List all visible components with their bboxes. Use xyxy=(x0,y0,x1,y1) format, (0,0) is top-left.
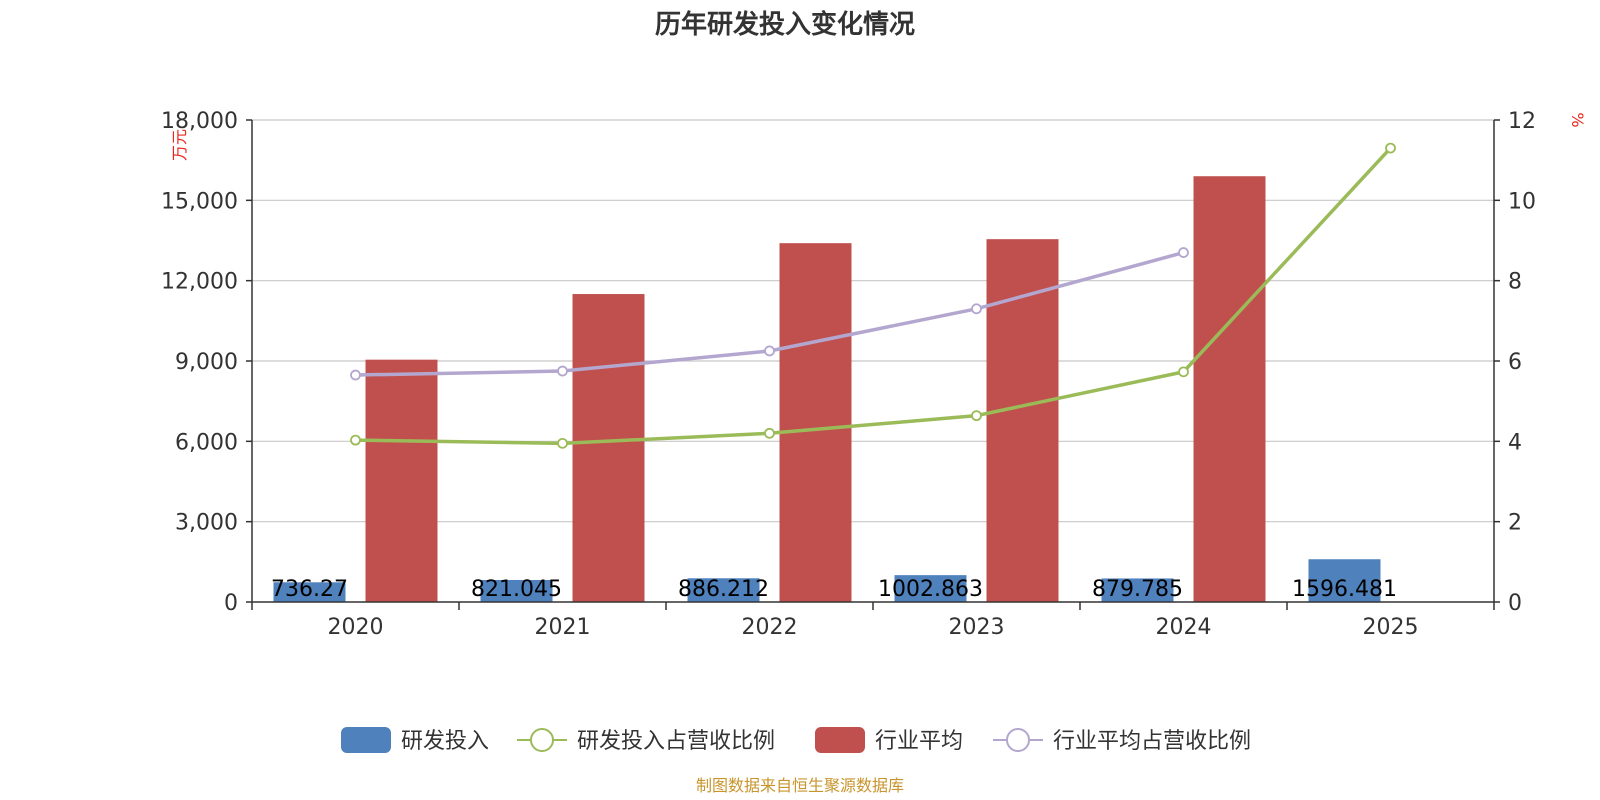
right-axis-tick-label: 0 xyxy=(1508,591,1522,616)
legend-label: 行业平均占营收比例 xyxy=(1053,729,1251,754)
x-axis-tick-label: 2021 xyxy=(535,615,591,640)
right-axis-tick-label: 6 xyxy=(1508,350,1522,375)
right-axis-tick-label: 8 xyxy=(1508,270,1522,295)
bar-data-label: 821.045 xyxy=(471,577,562,602)
bars xyxy=(274,176,1381,602)
line-point xyxy=(765,346,774,355)
bar-data-label: 886.212 xyxy=(678,577,769,602)
legend-swatch-marker xyxy=(1007,729,1029,751)
left-axis-tick-label: 3,000 xyxy=(175,511,238,536)
source-note: 制图数据来自恒生聚源数据库 xyxy=(696,776,904,795)
line-point xyxy=(972,304,981,313)
bar-data-label: 879.785 xyxy=(1092,577,1183,602)
x-axis-tick-label: 2025 xyxy=(1363,615,1419,640)
line-point xyxy=(972,411,981,420)
x-axis-tick-label: 2023 xyxy=(949,615,1005,640)
line-point xyxy=(558,367,567,376)
gridlines xyxy=(252,120,1494,522)
right-axis-tick-label: 12 xyxy=(1508,109,1536,134)
series-line xyxy=(356,253,1184,376)
legend-label: 研发投入占营收比例 xyxy=(577,729,775,754)
left-axis-unit: 万元 xyxy=(170,129,189,161)
left-axis-tick-label: 9,000 xyxy=(175,350,238,375)
x-axis-tick-label: 2020 xyxy=(328,615,384,640)
line-point xyxy=(558,439,567,448)
left-axis-tick-label: 0 xyxy=(224,591,238,616)
line-point xyxy=(1386,144,1395,153)
left-axis-tick-label: 15,000 xyxy=(161,189,238,214)
right-axis-tick-label: 10 xyxy=(1508,189,1536,214)
legend: 研发投入 研发投入占营收比例 行业平均 行业平均占营收比例 xyxy=(341,727,1251,754)
legend-label: 研发投入 xyxy=(401,729,489,754)
bar xyxy=(780,243,852,602)
right-axis-tick-label: 4 xyxy=(1508,430,1522,455)
right-axis-unit: % xyxy=(1568,112,1587,127)
bar-data-label: 1596.481 xyxy=(1292,577,1397,602)
line-point xyxy=(765,429,774,438)
line-point xyxy=(1179,367,1188,376)
bar-data-label: 736.27 xyxy=(271,577,348,602)
right-axis-tick-label: 2 xyxy=(1508,511,1522,536)
left-axis-tick-label: 6,000 xyxy=(175,430,238,455)
bar xyxy=(573,294,645,602)
chart-title: 历年研发投入变化情况 xyxy=(655,9,915,40)
legend-swatch-marker xyxy=(531,729,553,751)
left-axis-tick-label: 12,000 xyxy=(161,270,238,295)
bar xyxy=(366,360,438,602)
line-point xyxy=(1179,248,1188,257)
legend-label: 行业平均 xyxy=(875,729,963,754)
line-point xyxy=(351,436,360,445)
bar xyxy=(987,239,1059,602)
bar-data-label: 1002.863 xyxy=(878,577,983,602)
x-axis-tick-label: 2024 xyxy=(1156,615,1212,640)
line-point xyxy=(351,371,360,380)
x-axis-tick-label: 2022 xyxy=(742,615,798,640)
bar xyxy=(1194,176,1266,602)
legend-swatch xyxy=(341,727,391,753)
legend-swatch xyxy=(815,727,865,753)
